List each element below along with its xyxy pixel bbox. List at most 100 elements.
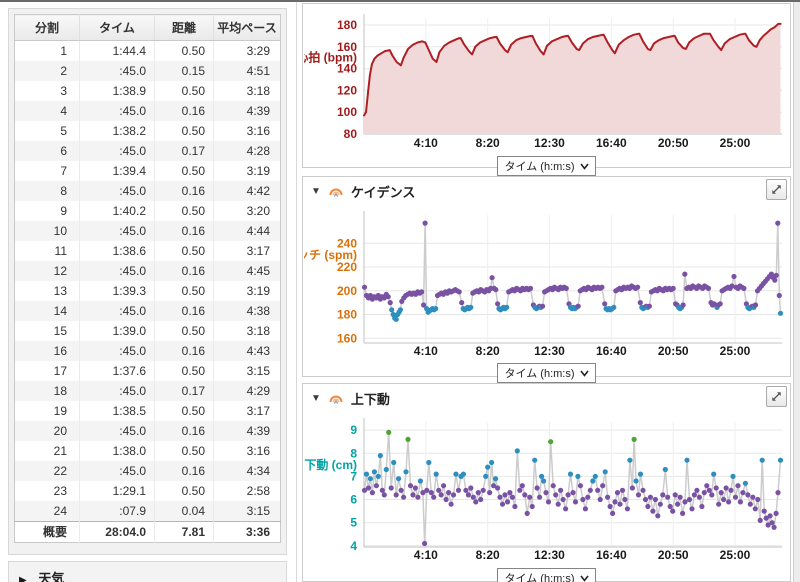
x-axis-metric-select[interactable]: タイム (h:m:s) bbox=[497, 363, 596, 383]
svg-text:12:30: 12:30 bbox=[534, 344, 565, 357]
table-cell: :45.0 bbox=[79, 261, 155, 281]
table-cell: 1:38.6 bbox=[79, 241, 155, 261]
svg-text:12:30: 12:30 bbox=[534, 548, 565, 562]
svg-text:8: 8 bbox=[350, 446, 357, 460]
x-axis-metric-select[interactable]: タイム (h:m:s) bbox=[497, 568, 596, 582]
table-cell: 4:39 bbox=[213, 421, 281, 441]
table-cell: 1 bbox=[60, 44, 67, 58]
table-cell: 3 bbox=[60, 84, 67, 98]
weather-section-toggle[interactable]: ▶ 天気 bbox=[8, 561, 287, 582]
table-cell: 2:58 bbox=[213, 481, 281, 501]
table-cell: 0.50 bbox=[154, 401, 214, 421]
cadence-plot[interactable]: 160 180 200 220 240 4:10 8:20 12:30 16:40 20:50 25… bbox=[285, 205, 789, 358]
table-cell: 1:38.2 bbox=[79, 121, 155, 141]
svg-text:8:20: 8:20 bbox=[476, 136, 500, 150]
svg-text:4:10: 4:10 bbox=[414, 344, 438, 357]
table-cell: 0.50 bbox=[154, 241, 214, 261]
svg-text:8:20: 8:20 bbox=[476, 548, 500, 562]
vertical-oscillation-section-title: 上下動 bbox=[350, 391, 390, 407]
table-cell: 0.50 bbox=[154, 81, 214, 101]
svg-text:12:30: 12:30 bbox=[534, 136, 565, 150]
table-cell: 0.16 bbox=[154, 461, 214, 481]
svg-text:25:00: 25:00 bbox=[720, 136, 751, 150]
table-row: 12:45.0 0.16 4:45 bbox=[14, 261, 281, 281]
table-cell: :45.0 bbox=[79, 381, 155, 401]
table-row: 11 1:38.6 0.50 3:17 bbox=[15, 241, 281, 261]
table-cell: 4:42 bbox=[213, 181, 281, 201]
table-cell: 0.50 bbox=[154, 441, 214, 461]
table-cell: 10 bbox=[53, 224, 67, 238]
table-cell: 0.50 bbox=[154, 321, 214, 341]
table-cell: 24 bbox=[53, 504, 67, 518]
svg-text:180: 180 bbox=[337, 18, 357, 32]
heart-rate-plot[interactable]: 80 100 120 140 160 180 4:10 8:20 12:30 16:40 20:50… bbox=[296, 8, 789, 150]
table-cell: 3:15 bbox=[213, 501, 281, 522]
vertical-oscillation-chart[interactable]: 4 5 6 7 8 9 4:10 8:20 12:30 16:40 20:50 25:00 上下動 (c… bbox=[292, 412, 789, 567]
table-cell: 22 bbox=[53, 464, 67, 478]
table-row: 21 1:38.0 0.50 3:16 bbox=[15, 441, 281, 461]
table-row: 16:45.0 0.16 4:43 bbox=[14, 341, 281, 361]
column-divider bbox=[296, 2, 297, 582]
x-axis-metric-label: タイム (h:m:s) bbox=[504, 161, 575, 173]
table-cell: 1:38.5 bbox=[79, 401, 155, 421]
heart-rate-chart[interactable]: 80 100 120 140 160 180 4:10 8:20 12:30 16:40 20:50… bbox=[296, 8, 789, 155]
expand-chart-button[interactable] bbox=[766, 179, 787, 200]
table-row: 10:45.0 0.16 4:44 bbox=[14, 221, 281, 241]
svg-text:6: 6 bbox=[350, 493, 357, 507]
svg-text:4:10: 4:10 bbox=[414, 136, 438, 150]
heart-rate-chart-panel: 80 100 120 140 160 180 4:10 8:20 12:30 16:40 20:50… bbox=[296, 3, 791, 176]
table-cell: 3:15 bbox=[213, 361, 281, 381]
caret-down-icon[interactable]: ▼ bbox=[311, 392, 321, 404]
table-cell: 1:39.4 bbox=[79, 161, 155, 181]
chevron-down-icon bbox=[579, 163, 589, 170]
scrollbar[interactable] bbox=[793, 2, 800, 582]
table-cell: 3:16 bbox=[213, 441, 281, 461]
table-cell: 18 bbox=[53, 384, 67, 398]
x-axis-metric-select[interactable]: タイム (h:m:s) bbox=[497, 156, 596, 176]
table-cell: 3:18 bbox=[213, 321, 281, 341]
table-cell: 3:17 bbox=[213, 241, 281, 261]
table-cell: 0.50 bbox=[154, 481, 214, 501]
svg-text:240: 240 bbox=[337, 236, 357, 250]
svg-text:上下動 (cm): 上下動 (cm) bbox=[304, 457, 357, 472]
table-row: 17 1:37.6 0.50 3:15 bbox=[15, 361, 281, 381]
svg-text:160: 160 bbox=[337, 40, 357, 54]
vertical-oscillation-plot[interactable]: 4 5 6 7 8 9 4:10 8:20 12:30 16:40 20:50 25:00 上下動 (c… bbox=[292, 412, 789, 562]
svg-text:200: 200 bbox=[337, 284, 357, 298]
table-cell: :45.0 bbox=[79, 341, 155, 361]
caret-right-icon[interactable]: ▶ bbox=[19, 575, 27, 582]
table-row: 6:45.0 0.17 4:28 bbox=[14, 141, 281, 161]
table-cell: 14 bbox=[53, 304, 67, 318]
svg-text:100: 100 bbox=[337, 105, 357, 119]
cadence-chart[interactable]: 160 180 200 220 240 4:10 8:20 12:30 16:40 20:50 25… bbox=[285, 205, 789, 362]
vertical-oscillation-chart-panel: ▼ 上下動 4 5 6 7 8 9 4:10 8:20 12:30 16:40 20:50 25:00… bbox=[292, 383, 791, 582]
svg-text:16:40: 16:40 bbox=[596, 344, 627, 357]
table-row: 5 1:38.2 0.50 3:16 bbox=[15, 121, 281, 141]
table-row: 3 1:38.9 0.50 3:18 bbox=[15, 81, 281, 101]
table-cell: 4:45 bbox=[213, 261, 281, 281]
table-cell: 3:19 bbox=[213, 281, 281, 301]
table-cell: 0.16 bbox=[154, 341, 214, 361]
table-cell: 0.50 bbox=[154, 121, 214, 141]
table-cell: 5 bbox=[60, 124, 67, 138]
table-cell: 4:39 bbox=[213, 101, 281, 121]
table-cell: 4:29 bbox=[213, 381, 281, 401]
svg-text:4:10: 4:10 bbox=[414, 548, 438, 562]
table-cell: 17 bbox=[53, 364, 67, 378]
top-border bbox=[0, 0, 800, 2]
table-cell: 0.15 bbox=[154, 61, 214, 81]
table-row: 13 1:39.3 0.50 3:19 bbox=[15, 281, 281, 301]
expand-chart-button[interactable] bbox=[766, 386, 787, 407]
chevron-down-icon bbox=[579, 370, 589, 377]
svg-text:16:40: 16:40 bbox=[596, 548, 627, 562]
table-cell: 21 bbox=[53, 444, 67, 458]
x-axis-metric-label: タイム (h:m:s) bbox=[504, 368, 575, 380]
table-cell: 1:44.4 bbox=[79, 40, 155, 61]
caret-down-icon[interactable]: ▼ bbox=[311, 185, 321, 197]
summary-label: 概要 bbox=[14, 521, 80, 543]
table-row: 18:45.0 0.17 4:29 bbox=[14, 381, 281, 401]
table-cell: 4:38 bbox=[213, 301, 281, 321]
table-row: 8:45.0 0.16 4:42 bbox=[14, 181, 281, 201]
svg-text:25:00: 25:00 bbox=[720, 548, 751, 562]
